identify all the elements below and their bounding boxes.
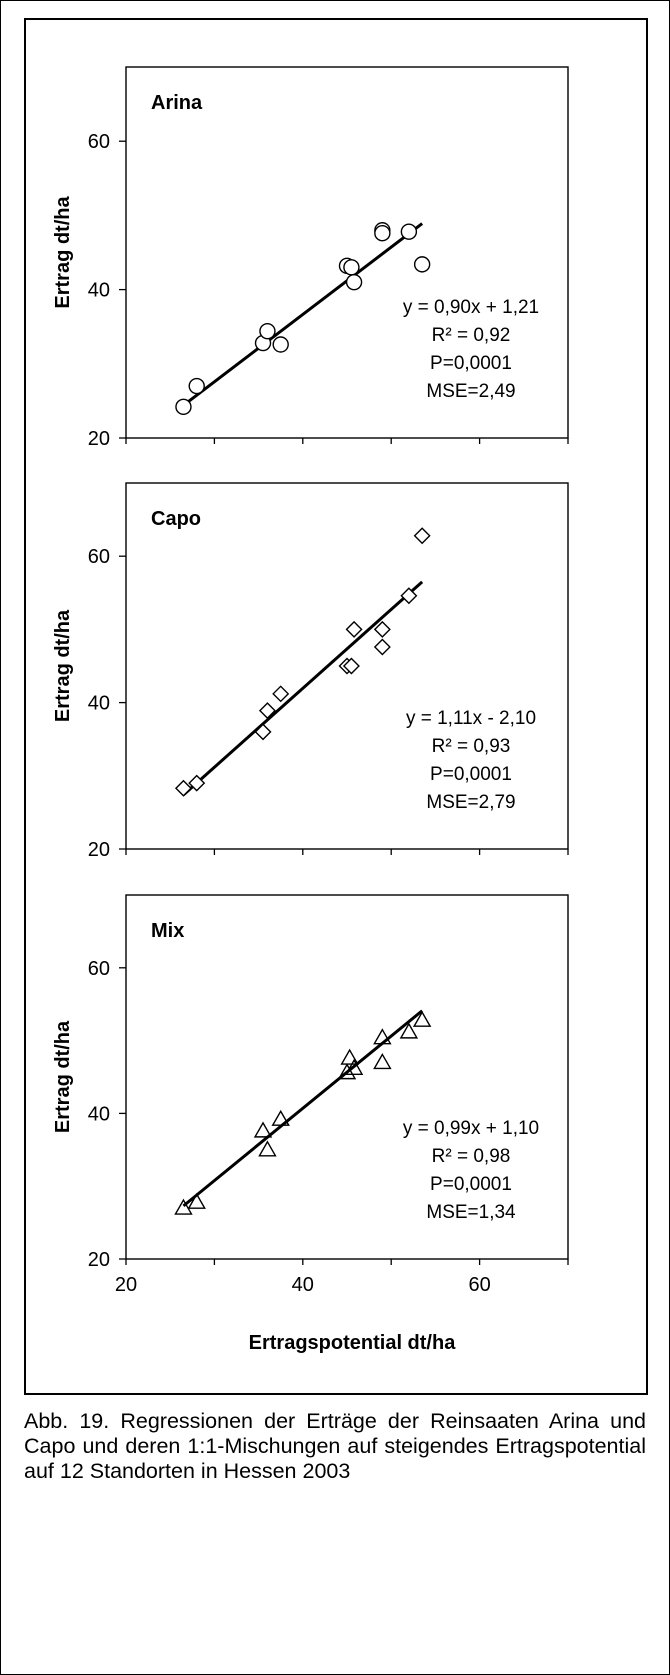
data-point (412, 1010, 432, 1027)
data-point (253, 1121, 273, 1138)
regression-annotation: R² = 0,93 (432, 736, 511, 757)
regression-line (182, 222, 424, 407)
data-point (272, 336, 289, 353)
data-point (174, 779, 192, 797)
data-point (413, 256, 431, 273)
regression-annotation: MSE=1,34 (426, 1202, 516, 1223)
y-axis-label: Ertrag dt/ha (52, 1020, 74, 1133)
y-tick-label: 60 (88, 546, 110, 568)
data-point (258, 702, 276, 720)
data-point (343, 259, 360, 276)
y-tick-label: 60 (88, 131, 110, 153)
data-point (337, 1063, 357, 1080)
regression-annotation: y = 0,99x + 1,10 (403, 1118, 539, 1139)
data-point (373, 638, 391, 656)
x-axis-label: Ertragspotential dt/ha (249, 1332, 457, 1354)
x-tick-label: 40 (292, 1274, 314, 1296)
chart-panel-capo: 20 40 60 Ertrag dt/ha Capo y = 1,11x - 2,10 R²… (52, 482, 569, 861)
regression-annotation: y = 1,11x - 2,10 (406, 708, 536, 729)
data-point (400, 223, 418, 240)
data-point (259, 322, 276, 340)
data-point (373, 1028, 392, 1045)
y-axis-label: Ertrag dt/ha (52, 196, 74, 309)
y-tick-label: 60 (88, 958, 110, 980)
regression-annotation: MSE=2,49 (426, 381, 515, 402)
regression-annotation: P=0,0001 (430, 764, 512, 785)
regression-annotation: R² = 0,92 (432, 325, 511, 346)
data-point (373, 1053, 392, 1070)
y-tick-label: 40 (88, 280, 110, 302)
data-point (399, 1022, 419, 1039)
regression-annotation: MSE=2,79 (426, 792, 515, 813)
regression-annotation: R² = 0,98 (432, 1146, 511, 1167)
data-point (258, 1140, 277, 1157)
data-point (174, 1198, 193, 1215)
y-tick-label: 20 (88, 1249, 110, 1271)
data-point (340, 1048, 359, 1065)
figure-caption: Abb. 19. Regressionen der Erträge der Re… (24, 1409, 646, 1483)
data-point (254, 723, 272, 741)
figure-frame (24, 18, 648, 1395)
x-tick-label: 60 (468, 1274, 490, 1296)
regression-annotation: P=0,0001 (430, 1174, 512, 1195)
plot-area (125, 894, 569, 1260)
data-point (413, 527, 431, 545)
panel-title: Capo (151, 508, 201, 530)
regression-annotation: P=0,0001 (430, 353, 512, 374)
chart-panel-arina: 20 40 60 Ertrag dt/ha Arina y = 0,90x + 1,21 R… (52, 66, 569, 450)
regression-annotation: y = 0,90x + 1,21 (403, 297, 539, 318)
data-point (175, 398, 192, 416)
panel-title: Mix (151, 920, 184, 942)
y-tick-label: 40 (88, 1103, 110, 1125)
plot-area (125, 66, 569, 439)
data-point (373, 620, 391, 638)
x-tick-label: 20 (115, 1274, 137, 1296)
data-point (272, 685, 290, 703)
plot-area (125, 482, 569, 850)
panel-title: Arina (151, 92, 203, 114)
y-tick-label: 40 (88, 693, 110, 715)
data-point (400, 587, 418, 605)
charts-figure: 20 40 60 Ertrag dt/ha Arina y = 0,90x + 1,21 R… (52, 66, 569, 1354)
data-point (271, 1109, 290, 1126)
data-point (342, 657, 360, 675)
regression-line (182, 1009, 424, 1208)
data-point (188, 774, 206, 792)
data-point (344, 1058, 364, 1075)
chart-panel-mix: 20 40 60 20 40 60 Ertrag dt/ha Ertragspotential… (52, 894, 569, 1354)
data-point (187, 1192, 206, 1209)
y-tick-label: 20 (88, 839, 110, 861)
regression-line (182, 580, 424, 796)
data-point (188, 377, 205, 395)
data-point (345, 273, 363, 291)
data-point (345, 620, 363, 638)
data-point (374, 225, 391, 242)
y-axis-label: Ertrag dt/ha (52, 609, 74, 722)
y-tick-label: 20 (88, 428, 110, 450)
